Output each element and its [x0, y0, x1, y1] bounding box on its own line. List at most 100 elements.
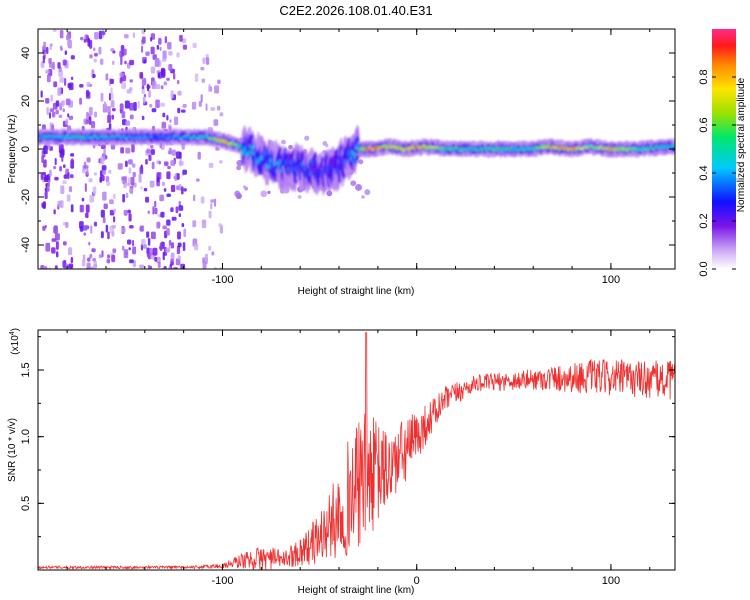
snr-scale-exponent: 4 [9, 331, 16, 335]
colorbar-tick-label: 0.8 [698, 69, 710, 84]
noise-speckle [208, 162, 214, 168]
noise-speckle [155, 99, 160, 109]
noise-speckle [85, 204, 90, 213]
noise-speckle [170, 252, 175, 260]
noise-speckle [151, 161, 155, 170]
y-tick-label: 0.5 [20, 496, 32, 511]
noise-speckle [141, 29, 145, 35]
noise-speckle [161, 70, 166, 78]
noise-speckle [121, 51, 125, 57]
noise-speckle [51, 247, 56, 254]
noise-speckle [119, 109, 123, 114]
noise-speckle [58, 114, 63, 118]
noise-speckle [180, 109, 186, 113]
noise-speckle [210, 202, 213, 210]
noise-speckle [61, 156, 64, 162]
noise-speckle [83, 39, 86, 43]
noise-speckle [86, 157, 91, 163]
noise-speckle [59, 77, 65, 83]
noise-speckle [171, 216, 177, 221]
noise-speckle [181, 186, 184, 195]
noise-speckle [139, 225, 145, 232]
noise-speckle [216, 105, 221, 111]
snr-scale-label: (x104) [9, 328, 21, 355]
noise-speckle [46, 46, 49, 54]
noise-speckle [67, 172, 70, 180]
noise-speckle [152, 206, 155, 215]
noise-speckle [64, 50, 68, 55]
noise-speckle [168, 63, 173, 71]
noise-speckle [131, 143, 135, 153]
noise-speckle [125, 192, 129, 199]
noise-speckle [112, 248, 117, 254]
spectrogram-ticks: -100 100 -40 -20 0 20 40 [20, 28, 675, 286]
noise-speckle [182, 44, 188, 50]
noise-speckle [111, 108, 116, 112]
noise-speckle [160, 102, 165, 107]
noise-speckle [57, 200, 63, 208]
noise-speckle [194, 73, 199, 82]
noise-speckle [159, 46, 162, 52]
noise-speckle [161, 58, 167, 62]
noise-speckle [129, 114, 134, 120]
noise-speckle [128, 167, 132, 174]
noise-speckle [146, 231, 150, 238]
spectrogram-xlabel: Height of straight line (km) [298, 286, 415, 297]
noise-speckle [129, 188, 133, 193]
noise-speckle [151, 108, 157, 113]
noise-speckle [46, 74, 51, 83]
noise-speckle [150, 46, 155, 55]
noise-speckle [44, 191, 48, 200]
noise-speckle [174, 173, 178, 182]
noise-speckle [132, 240, 135, 247]
noise-speckle [106, 181, 111, 186]
noise-speckle [42, 55, 45, 64]
noise-speckle [150, 149, 155, 155]
noise-speckle [169, 119, 172, 123]
colorbar: 0.0 0.2 0.4 0.6 0.8 Normalized spectral ampl… [698, 29, 747, 277]
noise-speckle [81, 168, 86, 174]
noise-speckle [158, 37, 162, 45]
noise-speckle [219, 112, 224, 117]
noise-speckle [87, 257, 91, 262]
noise-speckle [143, 187, 148, 192]
noise-speckle [86, 262, 91, 269]
noise-speckle [94, 111, 97, 118]
noise-speckle [142, 78, 147, 84]
noise-speckle [94, 32, 99, 40]
noise-speckle [179, 183, 182, 191]
spectrogram-ridge [38, 125, 675, 196]
noise-speckle [60, 185, 65, 195]
noise-speckle [122, 193, 126, 203]
noise-speckle [55, 100, 60, 107]
noise-speckle [54, 176, 59, 181]
noise-speckle [88, 107, 93, 116]
noise-speckle [80, 36, 84, 41]
noise-speckle [128, 159, 133, 165]
noise-speckle [57, 87, 62, 96]
snr-series-line [38, 332, 675, 570]
noise-speckle [40, 171, 44, 180]
noise-speckle [45, 97, 50, 104]
noise-speckle [103, 148, 106, 154]
noise-speckle [124, 100, 130, 109]
noise-speckle [62, 180, 67, 185]
noise-speckle [120, 147, 124, 154]
noise-speckle [108, 169, 112, 174]
noise-speckle [121, 82, 127, 89]
noise-speckle [119, 103, 124, 112]
noise-speckle [141, 238, 146, 246]
y-tick-label: 20 [20, 95, 32, 107]
noise-speckle [59, 45, 63, 50]
noise-speckle [133, 102, 137, 111]
noise-speckle [99, 175, 105, 182]
noise-speckle [208, 83, 211, 93]
noise-speckle [176, 80, 180, 85]
noise-speckle [164, 36, 167, 44]
noise-speckle [86, 166, 89, 175]
noise-speckle [111, 114, 114, 120]
noise-speckle [68, 263, 74, 269]
noise-speckle [47, 184, 50, 192]
noise-speckle [152, 247, 158, 256]
noise-speckle [51, 111, 56, 118]
